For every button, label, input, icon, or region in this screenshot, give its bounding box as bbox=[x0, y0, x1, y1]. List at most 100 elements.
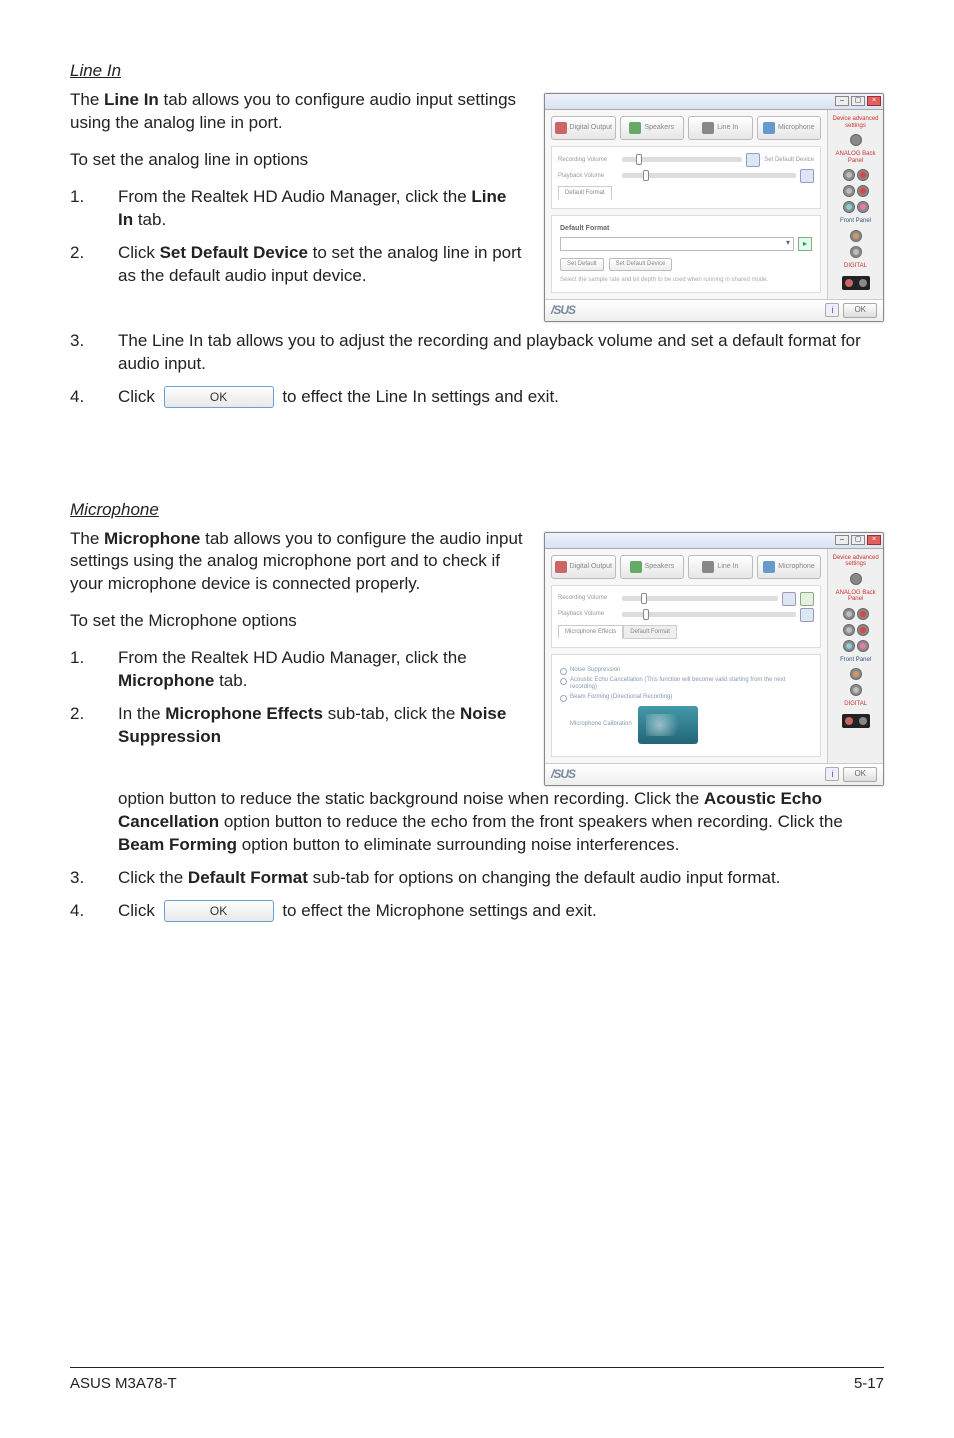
window-body: Digital Output Speakers Line In Micropho… bbox=[545, 110, 883, 299]
footer-left: ASUS M3A78-T bbox=[70, 1374, 177, 1394]
rec-mute-button[interactable] bbox=[746, 153, 760, 167]
tab-digital-output[interactable]: Digital Output bbox=[551, 555, 616, 579]
close-button[interactable]: × bbox=[867, 535, 881, 545]
tab-microphone[interactable]: Microphone bbox=[757, 116, 822, 140]
info-button[interactable]: i bbox=[825, 303, 839, 317]
analog-label: ANALOG Back Panel bbox=[832, 151, 879, 164]
linein-steps-b: The Line In tab allows you to adjust the… bbox=[70, 330, 884, 409]
linein-step2: Click Set Default Device to set the anal… bbox=[70, 242, 526, 288]
minimize-button[interactable]: – bbox=[835, 96, 849, 106]
mic-step4: Click OK to effect the Microphone settin… bbox=[70, 900, 884, 923]
digital-port-icon bbox=[842, 714, 870, 728]
info-button[interactable]: i bbox=[825, 767, 839, 781]
play-mute-button[interactable] bbox=[800, 608, 814, 622]
play-vol-slider[interactable] bbox=[622, 173, 796, 178]
linein-intro: The Line In tab allows you to configure … bbox=[70, 89, 526, 135]
panel-note: Select the sample rate and bit depth to … bbox=[560, 277, 812, 284]
mic-effects-panel: Noise Suppression Acoustic Echo Cancella… bbox=[551, 654, 821, 757]
front-panel-label: Front Panel bbox=[840, 218, 871, 225]
rec-vol-slider[interactable] bbox=[622, 596, 778, 601]
analog-label: ANALOG Back Panel bbox=[832, 590, 879, 603]
side-top-link[interactable]: Device advanced settings bbox=[832, 555, 879, 568]
rec-vol-slider[interactable] bbox=[622, 157, 742, 162]
set-default-device-link[interactable]: Set Default Device bbox=[764, 156, 814, 164]
set-default-device-button[interactable]: Set Default Device bbox=[609, 258, 673, 270]
digital-label: DIGITAL bbox=[844, 701, 867, 708]
linein-step4-post: to effect the Line In settings and exit. bbox=[282, 387, 559, 406]
boost-button[interactable] bbox=[800, 592, 814, 606]
subtab-mic-effects[interactable]: Microphone Effects bbox=[558, 625, 623, 639]
jack-row-5 bbox=[851, 247, 861, 257]
jack-row-4 bbox=[851, 231, 861, 241]
window-titlebar: – ▢ × bbox=[545, 533, 883, 549]
digital-port-icon bbox=[842, 276, 870, 290]
play-mute-button[interactable] bbox=[800, 169, 814, 183]
beam-forming-block: Beam Forming (Directional Recording) Mic… bbox=[570, 694, 812, 744]
mic-step2-partA-text: In the Microphone Effects sub-tab, click… bbox=[118, 704, 506, 746]
linein-howto: To set the analog line in options bbox=[70, 149, 526, 172]
mic-step4-post: to effect the Microphone settings and ex… bbox=[282, 901, 596, 920]
close-button[interactable]: × bbox=[867, 96, 881, 106]
echo-cancel-label: Acoustic Echo Cancellation (This functio… bbox=[570, 677, 812, 693]
linein-imgcol: – ▢ × Digital Output Speakers Line In Mi… bbox=[544, 89, 884, 330]
mic-intro: The Microphone tab allows you to configu… bbox=[70, 528, 526, 597]
ok-button-inline[interactable]: OK bbox=[164, 900, 274, 922]
linein-steps-a: From the Realtek HD Audio Manager, click… bbox=[70, 186, 526, 288]
mic-heading: Microphone bbox=[70, 499, 884, 522]
tab-microphone[interactable]: Microphone bbox=[757, 555, 822, 579]
format-dropdown[interactable] bbox=[560, 237, 794, 251]
linein-section: Line In The Line In tab allows you to co… bbox=[70, 60, 884, 409]
page-footer: ASUS M3A78-T 5-17 bbox=[70, 1367, 884, 1394]
rec-vol-label: Recording Volume bbox=[558, 156, 618, 164]
window-side: Device advanced settings ANALOG Back Pan… bbox=[827, 110, 883, 299]
mic-options: Noise Suppression Acoustic Echo Cancella… bbox=[560, 667, 812, 744]
rec-vol-label: Recording Volume bbox=[558, 594, 618, 602]
jack-row-1 bbox=[844, 609, 868, 619]
mic-calibration-label: Microphone Calibration bbox=[570, 721, 632, 729]
window-ok-button[interactable]: OK bbox=[843, 303, 877, 318]
asus-logo: /SUS bbox=[551, 766, 575, 782]
mic-two-col: The Microphone tab allows you to configu… bbox=[70, 528, 884, 794]
window-ok-button[interactable]: OK bbox=[843, 767, 877, 782]
window-side: Device advanced settings ANALOG Back Pan… bbox=[827, 549, 883, 763]
subtab-default-format[interactable]: Default Format bbox=[623, 625, 677, 639]
jack-row-4 bbox=[851, 669, 861, 679]
maximize-button[interactable]: ▢ bbox=[851, 535, 865, 545]
jack-row-2 bbox=[844, 625, 868, 635]
jack-row-5 bbox=[851, 685, 861, 695]
tab-speakers[interactable]: Speakers bbox=[620, 116, 685, 140]
volume-sliders: Recording Volume Playback Volume bbox=[551, 585, 821, 648]
echo-cancel-radio[interactable] bbox=[560, 678, 567, 685]
mic-steps-a: From the Realtek HD Audio Manager, click… bbox=[70, 647, 526, 749]
linein-step3: The Line In tab allows you to adjust the… bbox=[70, 330, 884, 376]
subtab-default-format[interactable]: Default Format bbox=[558, 186, 612, 200]
minimize-button[interactable]: – bbox=[835, 535, 849, 545]
format-play-button[interactable]: ▸ bbox=[798, 237, 812, 251]
linein-step4-pre: Click bbox=[118, 387, 155, 406]
mic-howto: To set the Microphone options bbox=[70, 610, 526, 633]
play-vol-slider[interactable] bbox=[622, 612, 796, 617]
tab-speakers[interactable]: Speakers bbox=[620, 555, 685, 579]
gear-icon[interactable] bbox=[851, 135, 861, 145]
mic-step1: From the Realtek HD Audio Manager, click… bbox=[70, 647, 526, 693]
rec-mute-button[interactable] bbox=[782, 592, 796, 606]
beam-forming-image bbox=[638, 706, 698, 744]
beam-forming-radio[interactable] bbox=[560, 695, 567, 702]
gear-icon[interactable] bbox=[851, 574, 861, 584]
set-default-button[interactable]: Set Default bbox=[560, 258, 604, 270]
tab-row: Digital Output Speakers Line In Micropho… bbox=[551, 555, 821, 579]
side-top-link[interactable]: Device advanced settings bbox=[832, 116, 879, 129]
panel-header: Default Format bbox=[560, 224, 812, 233]
mic-steps-b: Click the Default Format sub-tab for opt… bbox=[70, 867, 884, 923]
ok-button-inline[interactable]: OK bbox=[164, 386, 274, 408]
tab-line-in[interactable]: Line In bbox=[688, 116, 753, 140]
tab-line-in[interactable]: Line In bbox=[688, 555, 753, 579]
jack-row-1 bbox=[844, 170, 868, 180]
tab-digital-output[interactable]: Digital Output bbox=[551, 116, 616, 140]
linein-step1: From the Realtek HD Audio Manager, click… bbox=[70, 186, 526, 232]
noise-suppression-radio[interactable] bbox=[560, 668, 567, 675]
maximize-button[interactable]: ▢ bbox=[851, 96, 865, 106]
mic-section: Microphone The Microphone tab allows you… bbox=[70, 499, 884, 923]
jack-row-2 bbox=[844, 186, 868, 196]
linein-step4: Click OK to effect the Line In settings … bbox=[70, 386, 884, 409]
